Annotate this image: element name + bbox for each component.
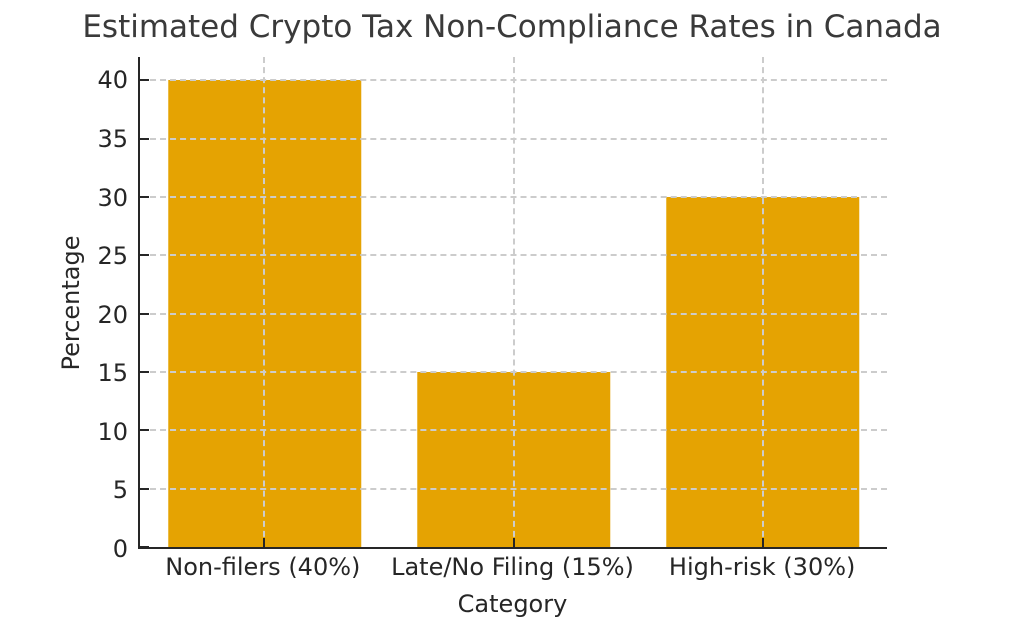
y-tick-label: 30 [97, 183, 128, 212]
y-tick-mark [140, 487, 149, 490]
y-tick-mark [140, 137, 149, 140]
x-axis-title: Category [457, 590, 568, 618]
y-tick-label: 40 [97, 66, 128, 95]
y-tick-mark [140, 429, 149, 432]
x-tick-label: Late/No Filing (15%) [391, 553, 634, 581]
chart-title: Estimated Crypto Tax Non-Compliance Rate… [82, 9, 942, 45]
y-axis-title: Percentage [57, 235, 85, 371]
y-tick-label: 20 [97, 300, 128, 329]
y-tick-mark [140, 79, 149, 82]
vertical-gridline [512, 57, 515, 547]
y-tick-mark [140, 312, 149, 315]
plot-area [138, 57, 887, 549]
x-tick-mark [263, 538, 266, 547]
y-axis-tick-labels: 0 5 10 15 20 25 30 35 40 [0, 57, 128, 561]
y-tick-label: 35 [97, 125, 128, 153]
y-tick-label: 0 [112, 535, 128, 563]
y-tick-label: 5 [112, 476, 128, 505]
vertical-gridline [263, 57, 266, 547]
y-tick-mark [140, 371, 149, 373]
x-tick-label: High-risk (30%) [668, 553, 856, 581]
y-tick-label: 25 [97, 242, 128, 271]
x-tick-mark [761, 538, 764, 547]
y-tick-mark [140, 254, 149, 257]
y-tick-mark [140, 546, 149, 548]
x-tick-label: Non-filers (40%) [165, 553, 361, 581]
x-axis-tick-labels: Non-filers (40%) Late/No Filing (15%) High… [138, 554, 887, 586]
y-tick-label: 15 [97, 359, 128, 388]
x-tick-mark [512, 538, 515, 547]
y-tick-mark [140, 196, 149, 198]
y-tick-label: 10 [97, 417, 128, 446]
vertical-gridline [761, 57, 764, 547]
